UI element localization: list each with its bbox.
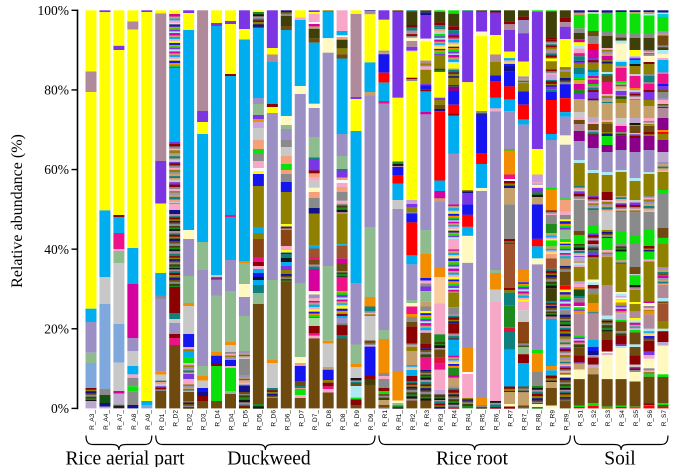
svg-text:R_D9: R_D9 [354,410,361,427]
svg-text:R_A9_: R_A9_ [145,410,152,430]
svg-text:R_D8_: R_D8_ [340,410,347,431]
svg-text:Relative abundance (%): Relative abundance (%) [9,134,26,288]
svg-text:R_S6: R_S6 [647,410,654,427]
svg-text:R_R4_: R_R4_ [466,410,473,431]
svg-text:R_R3_: R_R3_ [438,410,445,431]
svg-text:R_D1_: R_D1_ [159,410,166,431]
svg-text:R_A7_: R_A7_ [117,410,124,430]
svg-text:R_D5_: R_D5_ [256,410,263,431]
svg-text:R_S2: R_S2 [591,410,598,427]
svg-text:R_S1: R_S1 [577,410,584,427]
svg-text:20%: 20% [44,321,69,336]
svg-text:R_D9_: R_D9_ [368,410,375,431]
svg-text:R_R1_: R_R1_ [396,410,403,431]
svg-text:R_D2_: R_D2_ [187,410,194,431]
svg-text:R_D2: R_D2 [173,410,180,427]
svg-text:Duckweed: Duckweed [227,449,311,467]
svg-text:R_A4_: R_A4_ [103,410,110,430]
svg-text:R_S7: R_S7 [661,410,668,427]
svg-text:R_D4: R_D4 [215,410,222,427]
svg-text:R_R7: R_R7 [508,410,515,427]
svg-text:R_D5: R_D5 [242,410,249,427]
svg-text:R_R9_: R_R9_ [563,410,570,431]
svg-text:R_R4: R_R4 [452,410,459,427]
svg-text:100%: 100% [38,3,70,18]
svg-text:0%: 0% [51,401,69,416]
svg-text:R_R5_: R_R5_ [480,410,487,431]
svg-text:R_D3_: R_D3_ [201,410,208,431]
svg-text:R_D7: R_D7 [298,410,305,427]
svg-text:R_D6: R_D6 [270,410,277,427]
svg-text:80%: 80% [44,83,69,98]
svg-text:R_R8_: R_R8_ [535,410,542,431]
svg-text:R_A3_: R_A3_ [89,410,96,430]
svg-text:R_S3: R_S3 [605,410,612,427]
svg-text:R_R2_: R_R2_ [410,410,417,431]
svg-text:Rice root: Rice root [436,449,509,467]
svg-text:Rice aerial part: Rice aerial part [65,449,185,467]
svg-text:R_A8_: R_A8_ [131,410,138,430]
svg-text:R_S4: R_S4 [619,410,626,427]
svg-text:R_S5: R_S5 [633,410,640,427]
svg-text:R_D4_: R_D4_ [229,410,236,431]
svg-text:R_R3: R_R3 [424,410,431,427]
svg-text:40%: 40% [44,242,69,257]
svg-text:60%: 60% [44,162,69,177]
svg-text:R_D6_: R_D6_ [284,410,291,431]
svg-text:R_R9: R_R9 [549,410,556,427]
svg-text:R_R6_: R_R6_ [494,410,501,431]
svg-text:Soil: Soil [604,449,636,467]
svg-text:R_R7_: R_R7_ [521,410,528,431]
svg-text:R_R1: R_R1 [382,410,389,427]
svg-text:R_D7_: R_D7_ [312,410,319,431]
svg-text:R_D8: R_D8 [326,410,333,427]
